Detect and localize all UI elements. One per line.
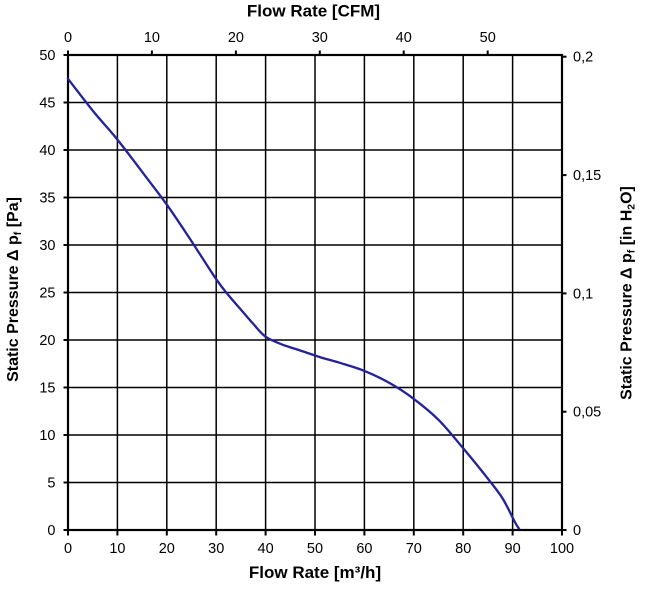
svg-text:60: 60	[356, 541, 372, 557]
svg-text:45: 45	[39, 96, 55, 112]
svg-text:70: 70	[406, 541, 422, 557]
svg-text:0: 0	[64, 541, 72, 557]
svg-text:50: 50	[307, 541, 323, 557]
svg-text:90: 90	[505, 541, 521, 557]
svg-text:10: 10	[39, 428, 55, 444]
svg-text:30: 30	[312, 30, 328, 46]
svg-text:20: 20	[159, 541, 175, 557]
svg-text:35: 35	[39, 191, 55, 207]
svg-text:0,1: 0,1	[573, 286, 593, 302]
svg-text:5: 5	[47, 476, 55, 492]
svg-text:0,15: 0,15	[573, 168, 601, 184]
svg-text:50: 50	[39, 48, 55, 64]
svg-text:20: 20	[39, 333, 55, 349]
svg-text:0,05: 0,05	[573, 405, 601, 421]
svg-text:40: 40	[396, 30, 412, 46]
svg-text:30: 30	[208, 541, 224, 557]
svg-text:15: 15	[39, 381, 55, 397]
svg-text:Flow Rate [m³/h]: Flow Rate [m³/h]	[249, 563, 381, 582]
svg-text:25: 25	[39, 286, 55, 302]
svg-text:0,2: 0,2	[573, 50, 593, 66]
svg-text:0: 0	[573, 523, 581, 539]
svg-text:40: 40	[258, 541, 274, 557]
svg-text:Static Pressure Δ pf [in H2O]: Static Pressure Δ pf [in H2O]	[619, 186, 638, 400]
svg-text:0: 0	[64, 30, 72, 46]
svg-text:Flow Rate [CFM]: Flow Rate [CFM]	[247, 1, 380, 20]
svg-text:10: 10	[144, 30, 160, 46]
svg-text:20: 20	[228, 30, 244, 46]
svg-text:100: 100	[550, 541, 574, 557]
svg-text:0: 0	[47, 523, 55, 539]
svg-text:40: 40	[39, 143, 55, 159]
svg-text:Static Pressure Δ pf [Pa]: Static Pressure Δ pf [Pa]	[5, 197, 24, 382]
svg-text:80: 80	[455, 541, 471, 557]
svg-text:30: 30	[39, 238, 55, 254]
svg-text:50: 50	[480, 30, 496, 46]
svg-text:10: 10	[109, 541, 125, 557]
